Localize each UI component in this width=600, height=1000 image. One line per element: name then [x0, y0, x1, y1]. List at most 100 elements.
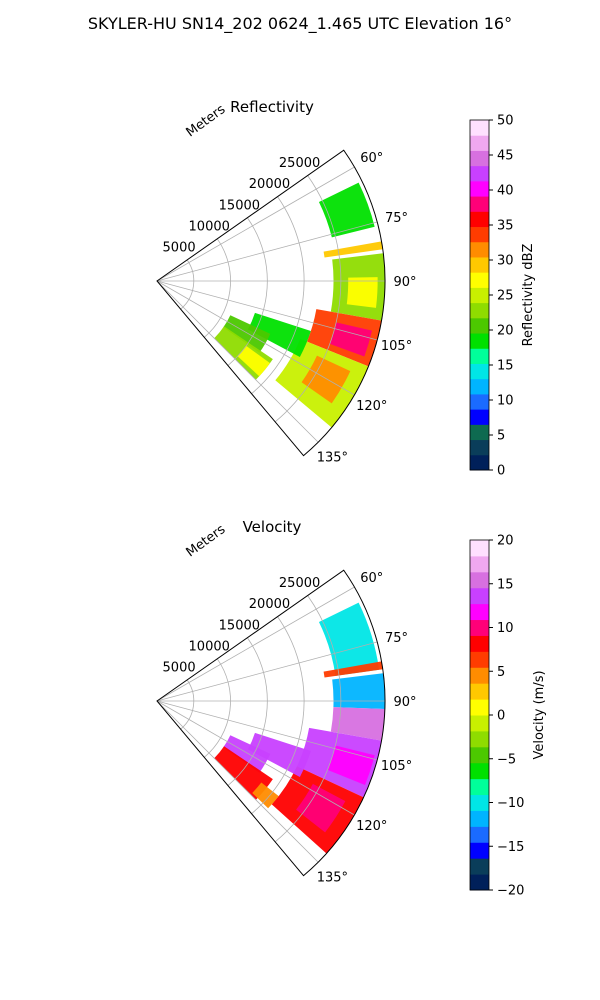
colorbar-tick-label: 45: [497, 149, 514, 164]
range-ring: [227, 217, 268, 366]
radial-axis-label: Meters: [184, 102, 229, 140]
colorbar-tick-label: −10: [497, 796, 524, 811]
echo-cell: [223, 315, 271, 353]
colorbar-swatch: [470, 635, 489, 652]
colorbar-swatch: [470, 683, 489, 700]
colorbar: 0 5 10 15 20 25 30 35 40 45 50 Reflectivity dBZ: [469, 114, 536, 479]
azimuth-gridline: [156, 166, 355, 282]
colorbar-swatch: [470, 874, 489, 891]
range-ring: [227, 637, 268, 786]
colorbar-tick-label: 20: [497, 324, 514, 339]
colorbar: −20 −15 −10 −5 0 5 10 15 20 Velocity (m/s): [469, 534, 547, 899]
radial-axis-label: Meters: [184, 522, 229, 560]
azimuth-gridline: [156, 280, 319, 443]
chart-title: Velocity: [243, 518, 302, 536]
range-ring: [180, 259, 195, 310]
radial-tick-label: 15000: [219, 198, 260, 213]
colorbar-tick-label: 15: [497, 577, 514, 592]
chart-panel-2: 60° 75° 90° 105° 120° 135° 5000 10000 15000 20000…: [156, 518, 547, 899]
echo-cell: [329, 322, 372, 357]
colorbar-swatch: [470, 540, 489, 557]
azimuth-gridline: [156, 280, 355, 396]
range-ring: [180, 679, 195, 730]
colorbar-tick-label: −20: [497, 884, 524, 899]
radial-tick-label: 15000: [219, 618, 260, 633]
colorbar-tick-label: 40: [497, 184, 514, 199]
colorbar-tick-label: 10: [497, 394, 514, 409]
colorbar-swatch: [470, 651, 489, 668]
colorbar-swatch: [470, 794, 489, 811]
colorbar-tick-label: 0: [497, 464, 505, 479]
colorbar-swatch: [470, 272, 489, 288]
azimuth-tick-label: 135°: [317, 450, 348, 465]
colorbar-tick-label: 15: [497, 359, 514, 374]
sector-frame: [156, 569, 386, 877]
colorbar-swatch: [470, 135, 489, 151]
colorbar-tick-label: 20: [497, 534, 514, 549]
chart-panel-1: 60° 75° 90° 105° 120° 135° 5000 10000 15000 20000…: [156, 98, 536, 479]
azimuth-tick-label: 105°: [381, 759, 412, 774]
echo-cell: [318, 182, 375, 238]
figure-title: SKYLER-HU SN14_202 0624_1.465 UTC Elevat…: [87, 14, 513, 33]
colorbar-swatch: [470, 858, 489, 875]
colorbar-swatch: [470, 180, 489, 197]
azimuth-tick-label: 120°: [356, 399, 387, 414]
radial-tick-label: 10000: [189, 219, 230, 234]
sector-frame: [156, 149, 386, 457]
colorbar-swatch: [470, 826, 489, 843]
echo-cell: [318, 602, 380, 676]
colorbar-swatch: [470, 363, 489, 380]
echo-cell: [323, 241, 383, 258]
azimuth-gridline: [156, 280, 378, 341]
colorbar-swatch: [470, 211, 489, 228]
colorbar-swatch: [470, 571, 489, 589]
colorbar-swatch: [470, 699, 489, 716]
echo-cell: [346, 277, 378, 308]
azimuth-gridline: [156, 700, 355, 816]
range-ring: [274, 175, 342, 423]
colorbar-swatch: [470, 587, 489, 605]
colorbar-tick-label: 30: [497, 254, 514, 269]
colorbar-swatch: [470, 454, 489, 471]
colorbar-tick-label: 5: [497, 429, 505, 444]
colorbar-swatch: [470, 439, 489, 456]
range-ring: [204, 238, 231, 338]
colorbar-swatch: [470, 746, 489, 764]
echo-layer: [214, 602, 386, 854]
colorbar-swatch: [470, 302, 489, 319]
azimuth-tick-label: 120°: [356, 819, 387, 834]
radial-tick-label: 20000: [249, 177, 290, 192]
colorbar-swatch: [470, 393, 489, 410]
range-ring: [274, 595, 342, 843]
echo-cell: [247, 312, 311, 357]
azimuth-tick-label: 60°: [360, 151, 383, 166]
echo-cell: [323, 661, 383, 678]
colorbar-swatch: [470, 333, 489, 349]
colorbar-swatch: [470, 348, 489, 364]
colorbar-swatch: [470, 120, 489, 136]
colorbar-label: Reflectivity dBZ: [521, 244, 536, 347]
radial-tick-label: 25000: [279, 576, 320, 591]
azimuth-tick-label: 75°: [385, 631, 408, 646]
colorbar-tick-label: 25: [497, 289, 514, 304]
colorbar-swatch: [470, 226, 489, 243]
radial-tick-label: 20000: [249, 597, 290, 612]
azimuth-tick-label: 75°: [385, 211, 408, 226]
colorbar-swatch: [470, 165, 489, 182]
colorbar-tick-label: −15: [497, 840, 524, 855]
range-ring: [204, 658, 231, 758]
radial-tick-label: 5000: [163, 660, 196, 675]
colorbar-swatch: [470, 317, 489, 334]
colorbar-swatch: [470, 150, 489, 167]
azimuth-tick-label: 90°: [393, 695, 416, 710]
echo-cell: [296, 783, 346, 833]
azimuth-gridline: [156, 641, 378, 702]
azimuth-tick-label: 135°: [317, 870, 348, 885]
colorbar-swatch: [470, 378, 489, 395]
colorbar-swatch: [470, 409, 489, 425]
azimuth-gridline: [156, 586, 355, 702]
echo-cell: [237, 345, 271, 377]
colorbar-swatch: [470, 778, 489, 796]
colorbar-swatch: [470, 603, 489, 621]
